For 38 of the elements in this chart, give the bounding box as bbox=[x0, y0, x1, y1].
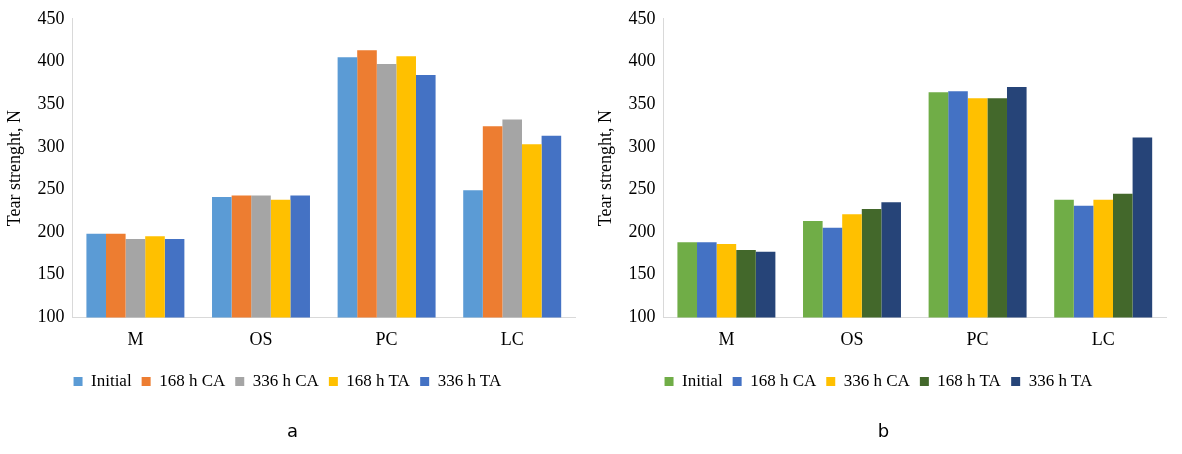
y-tick-label: 300 bbox=[628, 135, 656, 156]
legend-label: 336 h CA bbox=[843, 370, 911, 390]
legend-label: 168 h TA bbox=[346, 370, 411, 390]
x-tick-label: PC bbox=[966, 328, 989, 349]
y-tick-label: 150 bbox=[37, 263, 65, 284]
x-tick-label: LC bbox=[500, 328, 524, 349]
y-tick-label: 250 bbox=[628, 178, 656, 199]
y-axis-title: Tear strenght, N bbox=[594, 110, 615, 227]
x-tick-label: OS bbox=[249, 328, 273, 349]
legend-label: 168 h TA bbox=[937, 370, 1002, 390]
y-tick-label: 100 bbox=[37, 306, 65, 327]
legend-label: Initial bbox=[682, 370, 723, 390]
y-tick-label: 100 bbox=[628, 306, 656, 327]
y-tick-label: 400 bbox=[37, 50, 65, 71]
y-tick-label: 150 bbox=[628, 263, 656, 284]
y-tick-label: 350 bbox=[628, 92, 656, 113]
x-tick-label: OS bbox=[840, 328, 864, 349]
y-tick-label: 250 bbox=[37, 178, 65, 199]
x-tick-label: PC bbox=[375, 328, 398, 349]
legend-label: Initial bbox=[91, 370, 132, 390]
legend-label: 168 h CA bbox=[750, 370, 817, 390]
y-tick-label: 200 bbox=[37, 220, 65, 241]
text: b bbox=[876, 420, 891, 441]
x-tick-label: LC bbox=[1091, 328, 1115, 349]
x-tick-label: M bbox=[718, 328, 735, 349]
y-tick-label: 450 bbox=[37, 7, 65, 28]
y-tick-label: 350 bbox=[37, 92, 65, 113]
y-tick-label: 450 bbox=[628, 7, 656, 28]
x-tick-label: M bbox=[127, 328, 144, 349]
text: a bbox=[286, 420, 299, 441]
legend-label: 168 h CA bbox=[159, 370, 226, 390]
y-axis-title: Tear strenght, N bbox=[3, 110, 24, 227]
legend-label: 336 h TA bbox=[437, 370, 502, 390]
y-tick-label: 200 bbox=[628, 220, 656, 241]
legend-label: 336 h TA bbox=[1028, 370, 1093, 390]
y-tick-label: 400 bbox=[628, 50, 656, 71]
y-tick-label: 300 bbox=[37, 135, 65, 156]
legend-label: 336 h CA bbox=[252, 370, 320, 390]
